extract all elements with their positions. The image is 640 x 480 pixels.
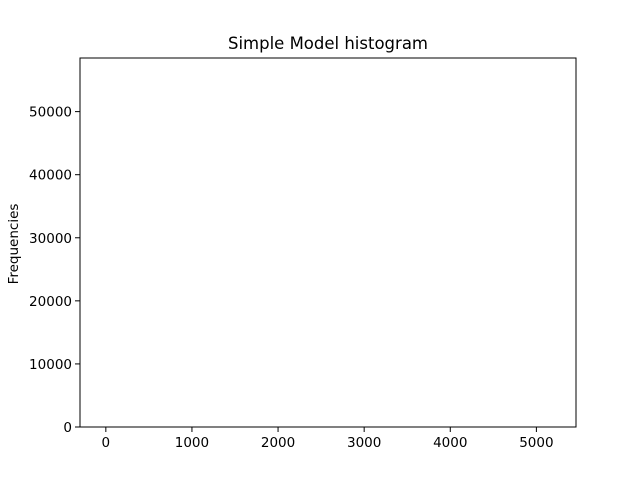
x-tick-label: 2000 [261, 435, 295, 451]
x-tick-label: 5000 [519, 435, 553, 451]
x-tick-label: 1000 [175, 435, 209, 451]
plot-area: 0 1000 2000 3000 4000 50000100002000030000400… [29, 57, 577, 451]
x-tick-label: 3000 [347, 435, 381, 451]
x-tick-label: 0 [102, 435, 111, 451]
y-tick-label: 30000 [29, 231, 72, 247]
x-tick-label: 4000 [433, 435, 467, 451]
chart-title: Simple Model histogram [228, 34, 428, 53]
y-tick-label: 10000 [29, 357, 72, 373]
y-tick-label: 0 [63, 420, 72, 436]
y-tick-label: 50000 [29, 105, 72, 121]
y-axis-label: Frequencies [6, 204, 22, 285]
y-tick-label: 40000 [29, 168, 72, 184]
axes-frame [79, 57, 577, 428]
y-tick-label: 20000 [29, 294, 72, 310]
